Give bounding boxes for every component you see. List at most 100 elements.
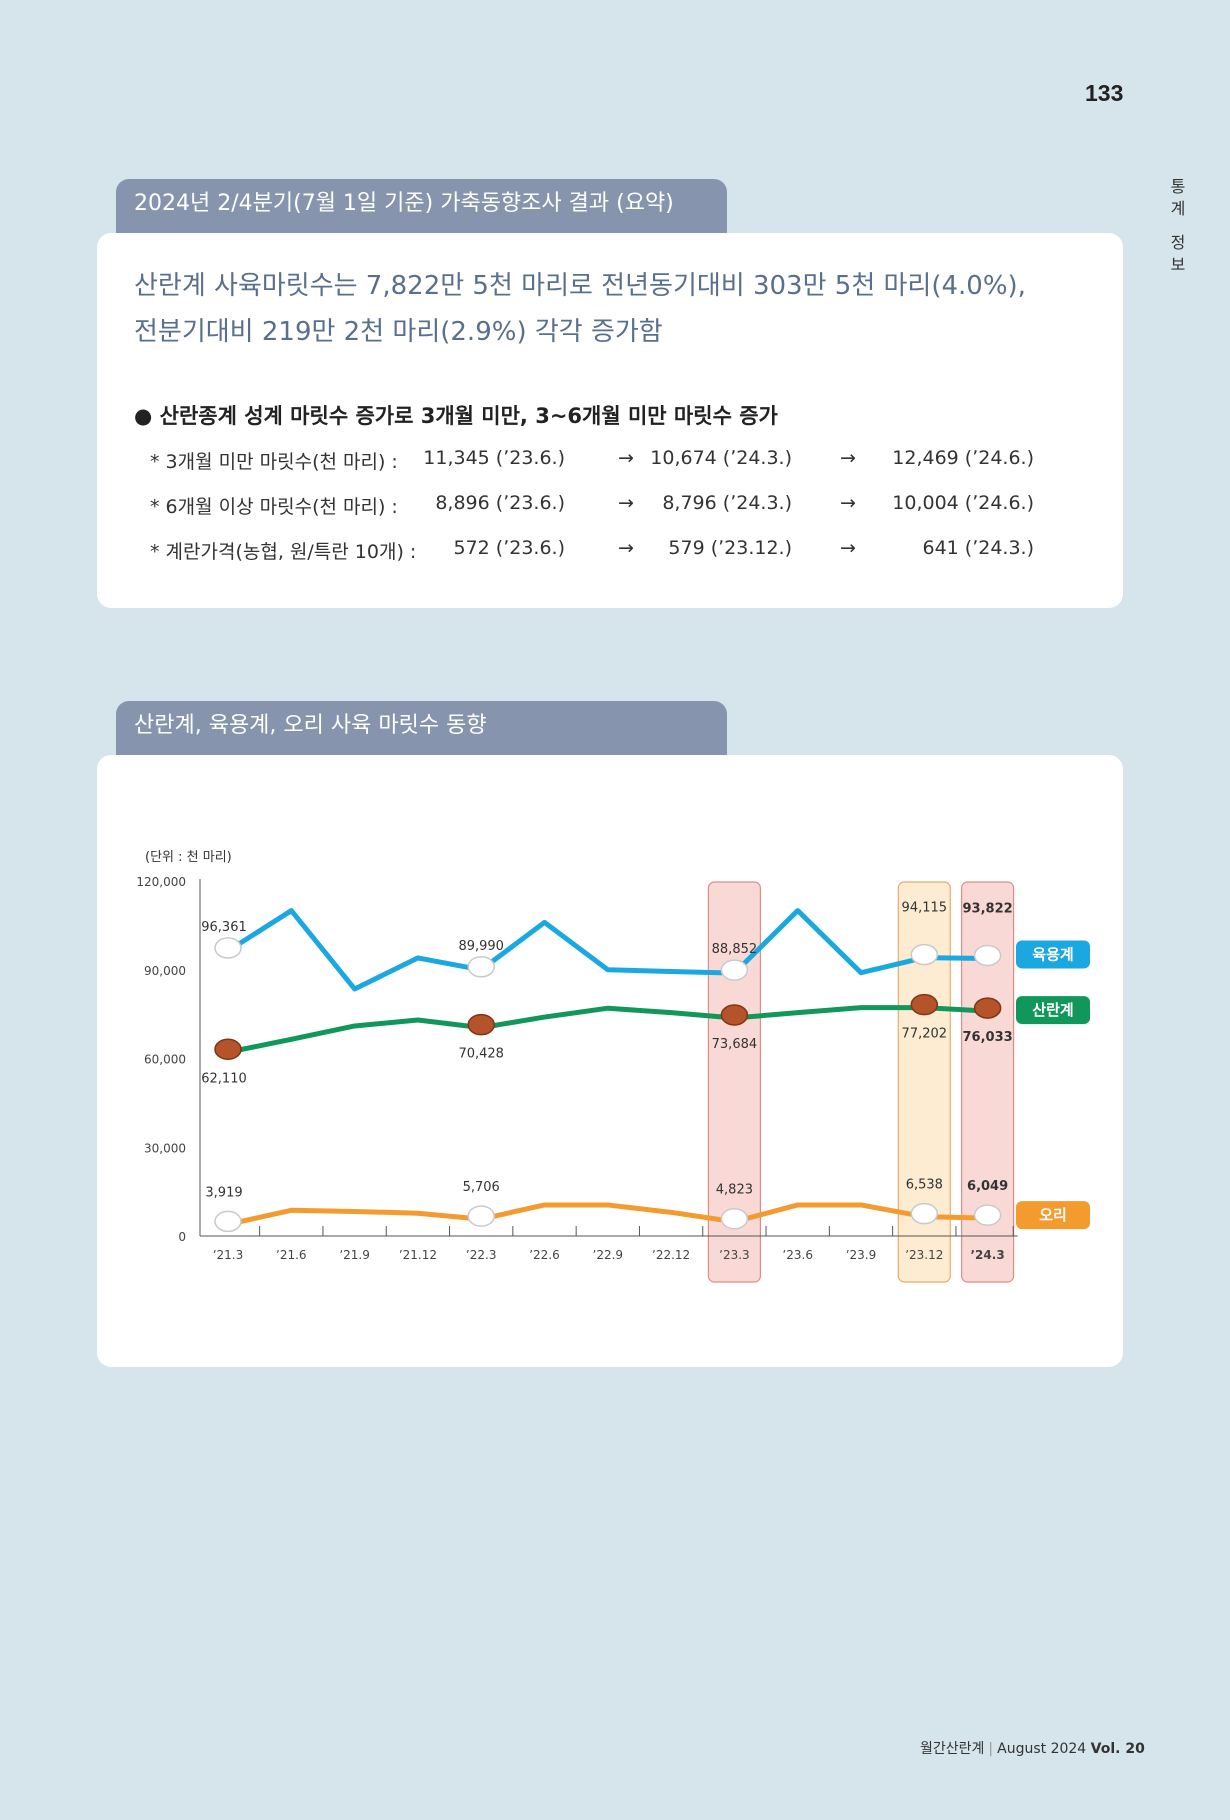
legend-badge (1016, 1201, 1090, 1230)
detail-row: * 3개월 미만 마릿수(천 마리) : 11,345 (ʼ23.6.) → 1… (150, 447, 1050, 477)
y-tick-label: 30,000 (144, 1141, 186, 1155)
x-tick-label: ʼ23.6 (782, 1248, 813, 1262)
x-tick-label: ʼ21.9 (339, 1248, 370, 1262)
point-marker (467, 1013, 495, 1036)
data-label: 94,115 (902, 901, 948, 916)
legend-label: 산란계 (1032, 1001, 1073, 1019)
data-label: 76,033 (963, 1030, 1013, 1045)
legend-badge (1016, 996, 1090, 1025)
data-label: 3,919 (205, 1185, 242, 1200)
arrow-icon: → (840, 537, 856, 559)
row-label: * 6개월 이상 마릿수(천 마리) : (150, 496, 398, 518)
point-marker (973, 944, 1002, 967)
page-number: 133 (1085, 80, 1124, 106)
footer: 월간산란계 | August 2024 Vol. 20 (920, 1738, 1145, 1758)
detail-row: * 6개월 이상 마릿수(천 마리) : 8,896 (ʼ23.6.) → 8,… (150, 492, 1050, 522)
headline-line-2: 전분기대비 219만 2천 마리(2.9%) 각각 증가함 (134, 317, 663, 347)
data-label: 93,822 (963, 901, 1013, 916)
x-tick-label: ʼ22.6 (529, 1248, 560, 1262)
footer-issue: August 2024 (997, 1741, 1087, 1757)
highlight-band (897, 881, 951, 1283)
side-label-char: 정 (1170, 233, 1186, 252)
data-label: 73,684 (712, 1037, 758, 1052)
livestock-line-chart: (단위 : 천 마리) 0 30,000 60,000 90,000 120,000 ʼ21… (136, 850, 1090, 1283)
unit-label: (단위 : 천 마리) (145, 850, 232, 865)
row-value-3: 10,004 (ʼ24.6.) (892, 492, 1034, 514)
data-label: 62,110 (201, 1071, 247, 1086)
point-marker (910, 943, 939, 966)
data-label: 4,823 (716, 1183, 753, 1198)
point-marker (910, 993, 939, 1016)
footer-separator: | (988, 1741, 994, 1757)
summary-headline: 산란계 사육마릿수는 7,822만 5천 마리로 전년동기대비 303만 5천 … (134, 263, 1026, 355)
legend-label: 육용계 (1032, 945, 1073, 963)
summary-card (97, 233, 1123, 608)
row-value-3: 12,469 (ʼ24.6.) (892, 447, 1034, 469)
point-marker (467, 1205, 495, 1227)
data-label: 6,538 (906, 1178, 943, 1193)
row-value-2: 8,796 (ʼ24.3.) (662, 492, 792, 514)
y-tick-label: 0 (178, 1230, 186, 1244)
data-label: 6,049 (967, 1179, 1008, 1194)
x-tick-label: ʼ21.3 (213, 1248, 244, 1262)
x-tick-label: ʼ22.9 (593, 1248, 624, 1262)
row-value-3: 641 (ʼ24.3.) (922, 537, 1034, 559)
arrow-icon: → (840, 492, 856, 514)
point-marker (973, 1204, 1002, 1226)
highlight-band (960, 881, 1015, 1283)
point-marker (214, 1038, 242, 1061)
data-label: 77,202 (902, 1027, 948, 1042)
row-label: * 3개월 미만 마릿수(천 마리) : (150, 451, 398, 473)
row-value-2: 10,674 (ʼ24.3.) (650, 447, 792, 469)
arrow-icon: → (840, 447, 856, 469)
arrow-icon: → (618, 447, 634, 469)
row-value-1: 8,896 (ʼ23.6.) (435, 492, 565, 514)
series-line (225, 1005, 991, 1055)
bullet-title: ● 산란종계 성계 마릿수 증가로 3개월 미만, 3~6개월 미만 마릿수 증… (134, 404, 778, 428)
row-label: * 계란가격(농협, 원/특란 10개) : (150, 541, 417, 563)
arrow-icon: → (618, 537, 634, 559)
series-line (225, 1202, 991, 1227)
detail-row: * 계란가격(농협, 원/특란 10개) : 572 (ʼ23.6.) → 57… (150, 537, 1050, 567)
point-marker (973, 997, 1002, 1019)
summary-section-tab: 2024년 2/4분기(7월 1일 기준) 가축동향조사 결과 (요약) (116, 179, 727, 235)
data-label: 5,706 (463, 1180, 500, 1195)
legend-label: 오리 (1039, 1206, 1067, 1224)
x-tick-label: ʼ22.3 (466, 1248, 497, 1262)
series-line (225, 908, 991, 992)
footer-magazine: 월간산란계 (920, 1741, 985, 1757)
row-value-2: 579 (ʼ23.12.) (668, 537, 792, 559)
point-marker (214, 1210, 242, 1233)
side-label-char: 보 (1170, 255, 1186, 274)
point-marker (214, 937, 242, 959)
y-tick-label: 90,000 (144, 964, 186, 978)
x-tick-label: ʼ22.12 (652, 1248, 690, 1262)
data-label: 88,852 (712, 942, 758, 957)
y-tick-label: 60,000 (144, 1053, 186, 1067)
x-tick-label: ʼ23.9 (846, 1248, 877, 1262)
footer-volume: Vol. 20 (1090, 1741, 1145, 1757)
side-label-char: 계 (1170, 199, 1186, 218)
chart-card: (단위 : 천 마리) 0 30,000 60,000 90,000 120,000 ʼ21… (97, 755, 1123, 1367)
row-value-1: 11,345 (ʼ23.6.) (423, 447, 565, 469)
x-tick-label: ʼ21.6 (276, 1248, 307, 1262)
point-marker (720, 1004, 749, 1026)
point-marker (910, 1202, 939, 1225)
arrow-icon: → (618, 492, 634, 514)
point-marker (467, 956, 495, 978)
data-label: 96,361 (201, 920, 247, 935)
data-label: 89,990 (458, 939, 504, 954)
y-tick-label: 120,000 (136, 875, 186, 889)
data-label: 70,428 (458, 1047, 504, 1062)
x-tick-label: ʼ23.12 (905, 1248, 943, 1262)
headline-line-1: 산란계 사육마릿수는 7,822만 5천 마리로 전년동기대비 303만 5천 … (134, 271, 1026, 301)
side-label-char: 통 (1170, 177, 1186, 196)
highlight-band (707, 881, 762, 1283)
legend-badge (1016, 940, 1090, 969)
x-tick-label: ʼ21.12 (399, 1248, 437, 1262)
chart-section-tab: 산란계, 육용계, 오리 사육 마릿수 동향 (116, 701, 727, 757)
point-marker (720, 959, 749, 981)
side-label: 통 계 정 보 (1168, 176, 1188, 276)
x-tick-label: ʼ23.3 (719, 1248, 750, 1262)
row-value-1: 572 (ʼ23.6.) (453, 537, 565, 559)
